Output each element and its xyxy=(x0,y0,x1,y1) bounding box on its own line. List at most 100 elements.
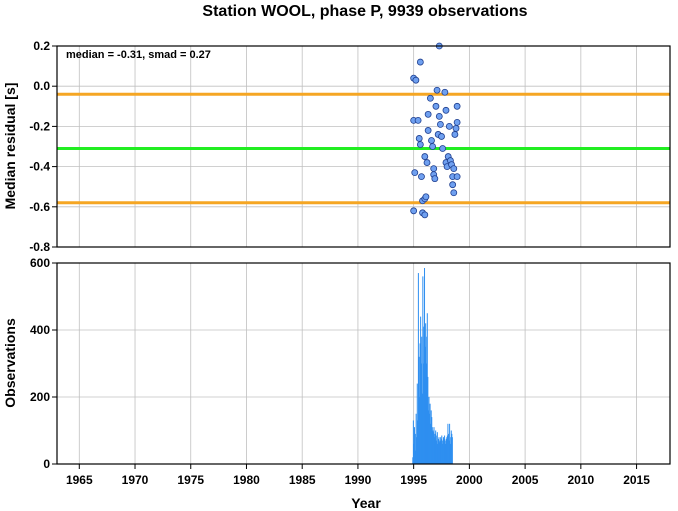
observations-bar xyxy=(419,397,421,464)
observations-bar xyxy=(412,457,414,464)
observations-bar xyxy=(417,273,419,464)
residual-point xyxy=(429,143,437,150)
observations-bar xyxy=(419,343,421,464)
x-tick-label: 1985 xyxy=(289,473,316,487)
observations-bar xyxy=(442,443,444,464)
observations-bar xyxy=(413,443,415,464)
x-tick-label: 2015 xyxy=(623,473,650,487)
observations-y-ticks: 0 200 400 600 xyxy=(30,256,57,471)
observations-bar xyxy=(428,397,430,464)
residual-point xyxy=(438,133,445,140)
residual-point xyxy=(433,86,441,94)
residual-point xyxy=(424,127,432,134)
residual-point xyxy=(410,207,418,215)
observations-bar xyxy=(420,316,422,464)
observations-y-axis-label: Observations xyxy=(2,318,18,408)
observations-panel: 0 200 400 600 1965 1970 1975 1980 1985 1990 1995 2… xyxy=(2,256,671,511)
residual-y-tick-label: 0.0 xyxy=(33,79,50,93)
observations-bar xyxy=(421,393,423,464)
observations-bar xyxy=(435,430,437,464)
observations-bar xyxy=(450,430,452,464)
observations-bar xyxy=(432,432,434,464)
observations-bar xyxy=(416,383,418,464)
observations-plot-frame xyxy=(56,262,671,465)
residual-point xyxy=(452,125,460,132)
residual-panel: -0.8 -0.6 -0.4 -0.2 0.0 0.2 median = -0.31, s… xyxy=(2,39,671,254)
residual-point xyxy=(453,173,461,181)
observations-bar xyxy=(451,437,453,464)
observations-bar xyxy=(449,437,451,464)
residual-point xyxy=(437,120,444,128)
residual-y-ticks: -0.8 -0.6 -0.4 -0.2 0.0 0.2 xyxy=(29,39,57,254)
observations-y-tick-label: 400 xyxy=(30,323,50,337)
observations-bar xyxy=(425,336,427,464)
observations-bar xyxy=(422,276,424,464)
observations-gridlines xyxy=(57,262,670,465)
residual-point xyxy=(431,175,439,183)
residual-point xyxy=(430,165,438,173)
residual-y-tick-label: -0.6 xyxy=(29,200,50,214)
observations-bar xyxy=(440,437,442,464)
observations-bar xyxy=(435,440,437,464)
x-tick-label: 1980 xyxy=(233,473,260,487)
observations-bar xyxy=(448,440,450,464)
x-tick-label: 2010 xyxy=(567,473,594,487)
residual-point xyxy=(450,189,458,197)
observations-bar xyxy=(422,363,424,464)
residual-point xyxy=(449,181,457,189)
observations-bar xyxy=(441,440,443,464)
residual-y-tick-label: -0.2 xyxy=(29,119,50,133)
observations-bar xyxy=(444,435,446,464)
observations-bar xyxy=(426,363,428,464)
observations-bar xyxy=(429,403,431,464)
x-tick-label: 2005 xyxy=(512,473,539,487)
residual-points xyxy=(410,42,461,219)
x-tick-label: 1990 xyxy=(345,473,372,487)
observations-bar xyxy=(426,313,428,464)
observations-bar xyxy=(427,376,429,464)
observations-x-ticks: 1965 1970 1975 1980 1985 1990 1995 2000 2005 2010… xyxy=(66,464,650,487)
residual-y-tick-label: 0.2 xyxy=(33,39,50,53)
observations-bar xyxy=(437,443,439,464)
residual-y-tick-label: -0.8 xyxy=(29,240,50,254)
observations-bar xyxy=(446,435,448,464)
observations-bar xyxy=(444,440,446,464)
x-axis-label: Year xyxy=(351,495,381,511)
chart-title: Station WOOL, phase P, 9939 observations xyxy=(202,3,527,20)
observations-bar xyxy=(427,410,429,464)
observations-bar xyxy=(442,437,444,464)
observations-bar xyxy=(445,438,447,464)
residual-point xyxy=(435,112,443,120)
observations-bar xyxy=(440,438,442,464)
residual-point xyxy=(451,131,459,138)
residual-reference-lines xyxy=(57,92,670,205)
residual-point xyxy=(421,211,429,219)
observations-bar xyxy=(412,420,414,464)
residual-y-axis-label: Median residual [s] xyxy=(2,83,18,210)
residual-plot-frame xyxy=(56,45,671,248)
residual-point xyxy=(411,169,419,177)
observations-bar xyxy=(417,420,419,464)
x-tick-label: 1975 xyxy=(177,473,204,487)
residual-point xyxy=(441,88,449,96)
residual-point xyxy=(416,141,424,148)
residual-point xyxy=(439,145,447,152)
observations-y-tick-label: 0 xyxy=(43,457,50,471)
observations-bars xyxy=(412,268,453,464)
observations-bar xyxy=(430,423,432,464)
residual-point xyxy=(418,173,425,181)
residual-point xyxy=(415,135,423,142)
residual-point xyxy=(424,110,432,118)
observations-bar xyxy=(431,427,433,464)
observations-bar xyxy=(449,423,451,464)
observations-bar xyxy=(424,268,426,464)
observations-bar xyxy=(418,356,420,464)
observations-bar xyxy=(446,437,448,464)
observations-bar xyxy=(431,417,433,464)
x-tick-label: 1965 xyxy=(66,473,93,487)
observations-bar xyxy=(433,427,435,464)
residual-point xyxy=(416,58,424,66)
residual-point xyxy=(426,94,434,102)
observations-y-tick-label: 200 xyxy=(30,390,50,404)
